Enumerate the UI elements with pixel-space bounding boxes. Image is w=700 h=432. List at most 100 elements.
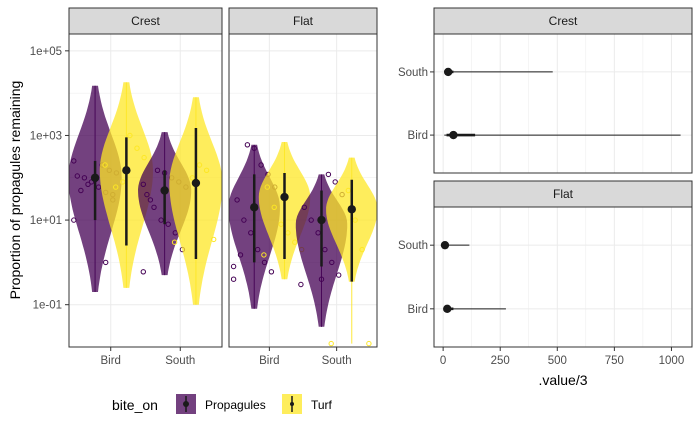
data-point-crest-south-turf: [189, 175, 196, 181]
data-point-crest-bird-turf: [134, 145, 140, 151]
plot-area-flat-pointrange: [434, 207, 692, 347]
data-point-crest-bird-turf: [113, 184, 119, 190]
data-point-flat-south-turf: [345, 187, 351, 194]
data-point-flat-south-propagules: [325, 171, 332, 178]
y-ticks-crest-pointrange: Bird South: [398, 67, 434, 142]
data-point-flat-bird-turf: [271, 204, 277, 211]
legend-label-propagules: Propagules: [205, 398, 266, 412]
data-point-crest-bird-turf: [102, 162, 108, 168]
data-point-flat-bird-propagules: [261, 259, 268, 266]
point-estimate-crest-bird: [449, 130, 458, 140]
data-point-flat-bird-propagules: [268, 269, 275, 275]
panel-crest-pointrange: Crest Bird South: [398, 7, 693, 174]
strip-crest-pointrange: [433, 7, 693, 35]
data-point-crest-bird-propagules: [74, 173, 81, 179]
strip-label-crest-violin: Crest: [131, 14, 160, 28]
legend: bite_on Propagules Turf: [112, 394, 333, 414]
panel-flat-pointrange: Flat Bird South: [398, 180, 693, 348]
data-point-flat-bird-propagules: [234, 197, 240, 203]
y-ticks-flat-pointrange: Bird South: [398, 240, 434, 316]
data-point-flat-south-propagules: [329, 259, 335, 266]
panel-border-flat-violin: [228, 33, 378, 348]
data-point-crest-south-turf: [196, 162, 203, 168]
x-tick-label-right: 250: [491, 355, 510, 367]
x-axis-left: Bird South Bird South: [101, 347, 352, 367]
data-point-flat-bird-turf: [261, 252, 267, 258]
panel-border-crest-violin: [68, 33, 223, 348]
x-tick-label-right: 0: [440, 355, 446, 367]
data-point-flat-bird-propagules: [230, 276, 237, 282]
data-point-flat-bird-propagules: [241, 217, 247, 223]
data-point-flat-south-propagules: [332, 179, 338, 185]
data-point-flat-bird-turf: [292, 239, 298, 245]
strip-label-flat-pointrange: Flat: [553, 187, 574, 201]
pointrange-chart: Crest Bird South Flat Bird South 0 250 500 75…: [398, 7, 693, 388]
data-point-crest-south-propagules: [172, 230, 179, 236]
legend-item-propagules: Propagules: [176, 394, 266, 414]
median-point-crest-bird-propagules: [90, 173, 100, 182]
data-point-flat-bird-propagules: [237, 252, 244, 258]
marks-flat-pointrange: [440, 240, 506, 314]
median-point-crest-south-turf: [191, 178, 201, 188]
strip-flat-violin: [228, 7, 378, 35]
y-tick-label-left: 1e+03: [30, 130, 62, 142]
median-point-flat-south-propagules: [317, 215, 326, 225]
x-tick-label-left: South: [165, 355, 195, 367]
x-tick-label-left: Bird: [259, 355, 279, 367]
legend-title: bite_on: [112, 397, 158, 413]
x-tick-label-left: South: [322, 355, 352, 367]
y-tick-label-right: Bird: [408, 130, 428, 142]
x-axis-title-right: .value/3: [538, 372, 587, 388]
point-estimate-flat-south: [440, 240, 450, 250]
data-point-crest-bird-propagules: [103, 259, 109, 266]
data-point-crest-south-propagules: [140, 269, 147, 275]
data-point-flat-bird-propagules: [230, 263, 237, 270]
y-tick-label-left: 1e+05: [30, 46, 62, 58]
data-point-crest-bird-propagules: [85, 181, 91, 188]
panel-border-crest-pointrange: [433, 33, 693, 174]
median-point-flat-bird-turf: [280, 192, 289, 202]
panel-crest-violin: Crest: [68, 7, 223, 348]
data-point-crest-south-turf: [203, 167, 210, 174]
point-estimate-crest-south: [443, 67, 453, 77]
y-tick-label-left: 1e+01: [30, 215, 62, 227]
data-point-flat-bird-propagules: [258, 162, 264, 168]
y-tick-label-left: 1e-01: [33, 300, 62, 312]
marks-crest-pointrange: [443, 67, 681, 140]
data-point-crest-south-propagules: [154, 167, 161, 174]
data-point-flat-south-propagules: [336, 272, 342, 278]
strip-flat-pointrange: [433, 180, 693, 208]
violin-chart: Crest Flat 1e-01 1e+01 1e+03 1e+05 Bird Sout…: [7, 7, 378, 367]
data-point-flat-south-turf: [328, 340, 334, 347]
legend-key-point-turf: [290, 402, 294, 406]
marks-crest-violin: [68, 82, 223, 305]
data-point-crest-bird-turf: [120, 179, 126, 185]
y-axis-title: Proportion of propagules remaining: [7, 81, 23, 300]
strip-label-flat-violin: Flat: [293, 14, 314, 28]
median-point-flat-bird-propagules: [250, 203, 259, 212]
data-point-crest-south-propagules: [151, 204, 157, 211]
data-point-crest-bird-propagules: [71, 217, 77, 223]
data-point-crest-bird-turf: [141, 154, 147, 161]
data-point-flat-south-propagules: [301, 204, 307, 211]
x-tick-label-left: Bird: [101, 355, 121, 367]
strip-label-crest-pointrange: Crest: [549, 14, 578, 28]
data-point-crest-south-turf: [211, 236, 217, 243]
panel-flat-violin: Flat: [228, 7, 378, 348]
plot-area-crest-pointrange: [434, 34, 692, 173]
data-point-crest-bird-propagules: [81, 175, 88, 181]
legend-key-point-propagules: [183, 401, 189, 407]
legend-item-turf: Turf: [282, 394, 333, 414]
median-point-crest-bird-turf: [122, 166, 131, 175]
data-point-crest-bird-propagules: [95, 184, 102, 190]
data-point-flat-bird-propagules: [255, 246, 261, 253]
data-point-crest-south-propagules: [140, 181, 147, 188]
x-tick-label-right: 750: [605, 355, 624, 367]
data-point-crest-south-propagules: [144, 191, 150, 198]
data-point-crest-bird-propagules: [78, 187, 84, 194]
data-point-crest-bird-turf: [127, 132, 133, 139]
point-estimate-flat-bird: [443, 304, 452, 314]
y-tick-label-right: Bird: [408, 304, 428, 316]
data-point-flat-south-turf: [366, 340, 372, 347]
